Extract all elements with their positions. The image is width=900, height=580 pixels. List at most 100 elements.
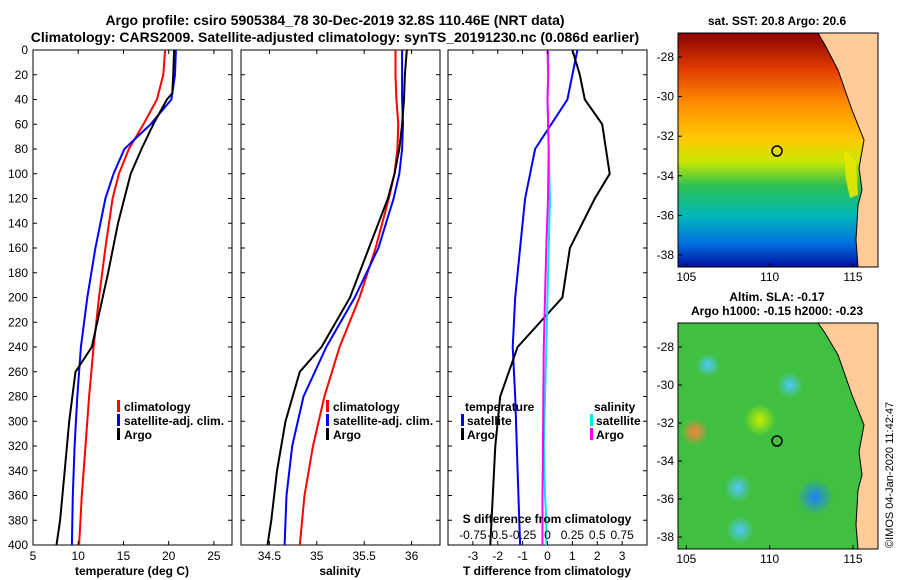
salinity-difference-ticks: -0.75 -0.5 -0.25 0 0.25 0.5 0.75 xyxy=(459,528,634,542)
sla-anomaly xyxy=(696,353,720,377)
sst-map-title: sat. SST: 20.8 Argo: 20.6 xyxy=(708,14,847,28)
depth-tick-label: 80 xyxy=(15,142,29,156)
chart-title-line2: Climatology: CARS2009. Satellite-adjuste… xyxy=(30,29,640,45)
s-tick-label: 0.75 xyxy=(610,528,634,542)
legend-argo-swatch xyxy=(326,428,329,440)
depth-tick-label: 340 xyxy=(8,464,28,478)
legend-s-argo: Argo xyxy=(596,428,624,442)
map-lon-label: 115 xyxy=(843,552,862,566)
depth-tick-label: 360 xyxy=(8,489,28,503)
series-line-t-argo xyxy=(489,49,611,546)
legend-temperature-header: temperature xyxy=(465,400,535,414)
sla-map xyxy=(677,322,879,550)
legend-argo: Argo xyxy=(124,428,152,442)
x-tick-label: 25 xyxy=(207,549,221,563)
depth-tick-label: 260 xyxy=(8,365,28,379)
x-tick-label: 35.5 xyxy=(353,549,377,563)
map-lat-label: -30 xyxy=(657,90,675,104)
depth-axis: 0 20 40 60 80 100 120 140 160 180 200 220 240 260 280 3… xyxy=(8,43,647,552)
map-lat-label: -30 xyxy=(657,378,675,392)
depth-tick-label: 320 xyxy=(8,439,28,453)
s-tick-label: -0.25 xyxy=(509,528,537,542)
sst-map-ticks: 105 110 115 -28 -30 -32 -34 -36 -38 xyxy=(657,50,863,284)
depth-tick-label: 120 xyxy=(8,192,28,206)
x-tick-label: 2 xyxy=(594,549,601,563)
sst-map-frame xyxy=(677,32,879,268)
legend-s-satellite: satellite xyxy=(596,414,641,428)
map-lon-label: 110 xyxy=(760,270,779,284)
map-lat-label: -32 xyxy=(657,129,675,143)
depth-tick-label: 180 xyxy=(8,266,28,280)
salinity-x-ticks: 34.5 35 35.5 36 xyxy=(258,50,419,563)
chart-title-line1: Argo profile: csiro 5905384_78 30-Dec-20… xyxy=(105,12,565,28)
series-line-t-satellite xyxy=(511,49,579,546)
legend-climatology-swatch xyxy=(117,400,120,412)
difference-series xyxy=(489,49,611,546)
map-lon-label: 110 xyxy=(760,552,779,566)
x-tick-label: -1 xyxy=(517,549,528,563)
depth-tick-label: 400 xyxy=(8,538,28,552)
legend-satellite-swatch xyxy=(117,414,120,426)
series-line-climatology xyxy=(78,49,167,546)
sla-anomaly xyxy=(681,418,709,446)
sla-anomaly xyxy=(724,474,752,502)
temperature-series xyxy=(55,49,177,546)
map-lat-label: -34 xyxy=(657,454,675,468)
depth-tick-label: 100 xyxy=(8,167,28,181)
map-lon-label: 105 xyxy=(676,552,696,566)
argo-float-marker xyxy=(771,435,783,447)
legend-s-argo-swatch xyxy=(590,428,593,440)
coastal-shelf xyxy=(844,150,858,198)
legend-climatology: climatology xyxy=(333,400,400,414)
series-line-s-argo xyxy=(541,49,550,545)
series-line-satellite-adj-clim- xyxy=(283,50,405,546)
map-lat-label: -36 xyxy=(657,492,675,506)
series-line-climatology xyxy=(298,50,400,546)
s-tick-label: -0.5 xyxy=(487,528,508,542)
s-tick-label: -0.75 xyxy=(459,528,487,542)
legend-climatology: climatology xyxy=(124,400,191,414)
salinity-xlabel: salinity xyxy=(319,564,361,578)
difference-legend: temperature satellite Argo salinity sate… xyxy=(461,400,641,442)
depth-tick-label: 20 xyxy=(15,68,29,82)
salinity-legend: climatology satellite-adj. clim. Argo xyxy=(326,400,433,442)
x-tick-label: 20 xyxy=(162,549,176,563)
sla-map-title2: Argo h1000: -0.15 h2000: -0.23 xyxy=(691,304,863,318)
map-lat-label: -38 xyxy=(657,248,675,262)
legend-t-argo-swatch xyxy=(461,428,464,440)
depth-tick-label: 380 xyxy=(8,513,28,527)
map-lat-label: -32 xyxy=(657,416,675,430)
s-tick-label: 0.25 xyxy=(561,528,585,542)
depth-tick-label: 0 xyxy=(21,43,28,57)
difference-xlabel-top: S difference from climatology xyxy=(463,512,632,526)
x-tick-label: 36 xyxy=(405,549,419,563)
x-tick-label: 5 xyxy=(30,549,37,563)
depth-tick-label: 220 xyxy=(8,315,28,329)
x-tick-label: 1 xyxy=(569,549,576,563)
legend-climatology-swatch xyxy=(326,400,329,412)
s-tick-label: 0 xyxy=(544,528,551,542)
sla-anomaly xyxy=(797,479,833,515)
temperature-x-ticks: 5 10 15 20 25 xyxy=(30,50,221,563)
sla-map-ticks: 105 110 115 -28 -30 -32 -34 -36 -38 xyxy=(657,340,863,566)
temperature-panel-frame xyxy=(32,49,233,546)
legend-satellite-swatch xyxy=(326,414,329,426)
legend-s-satellite-swatch xyxy=(590,414,593,426)
depth-tick-label: 280 xyxy=(8,390,28,404)
difference-x-ticks: -3 -2 -1 0 1 2 3 xyxy=(468,50,626,563)
sla-anomaly xyxy=(726,516,754,544)
x-tick-label: -2 xyxy=(492,549,503,563)
sla-map-frame xyxy=(677,322,879,550)
legend-t-satellite: satellite xyxy=(467,414,512,428)
x-tick-label: 10 xyxy=(72,549,86,563)
legend-argo: Argo xyxy=(333,428,361,442)
legend-t-argo: Argo xyxy=(467,428,495,442)
argo-float-marker xyxy=(771,145,783,157)
map-lat-label: -34 xyxy=(657,169,675,183)
x-tick-label: 35 xyxy=(310,549,324,563)
depth-tick-label: 200 xyxy=(8,291,28,305)
map-lat-label: -28 xyxy=(657,50,675,64)
x-tick-label: 3 xyxy=(619,549,626,563)
salinity-panel-frame xyxy=(240,49,441,546)
